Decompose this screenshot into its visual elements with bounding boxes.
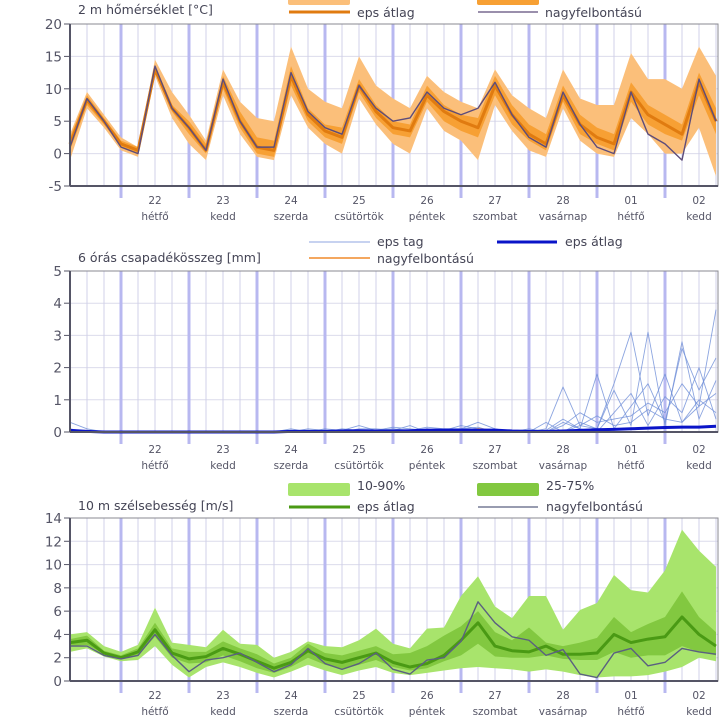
y-tick-label: 0 [53, 425, 62, 441]
y-tick-label: 20 [45, 17, 62, 33]
y-tick-label: 15 [45, 49, 62, 65]
temperature-title: 2 m hőmérséklet [°C] [78, 2, 213, 17]
band-10-90 [70, 46, 716, 177]
y-tick-label: -5 [49, 179, 62, 195]
x-day-name: péntek [409, 706, 446, 718]
y-tick-label: 2 [53, 361, 62, 377]
x-day-number: 26 [420, 690, 434, 702]
x-day-number: 25 [352, 195, 365, 207]
x-day-number: 26 [420, 444, 434, 456]
x-day-number: 27 [488, 690, 501, 702]
y-tick-label: 6 [53, 604, 62, 620]
x-day-name: szombat [473, 706, 518, 718]
x-day-number: 28 [556, 195, 569, 207]
x-day-name: hétfő [141, 706, 168, 718]
legend-det-label: nagyfelbontású [377, 251, 474, 266]
deterministic-line [70, 601, 717, 679]
x-day-number: 22 [148, 444, 161, 456]
y-tick-label: 12 [45, 534, 62, 550]
x-day-name: szombat [473, 211, 518, 223]
x-day-number: 28 [556, 444, 569, 456]
legend-band75-swatch [477, 0, 539, 5]
legend-mean-label: eps átlag [357, 5, 415, 20]
x-day-name: vasárnap [539, 460, 588, 472]
y-tick-label: 8 [53, 581, 62, 597]
y-tick-label: 1 [53, 393, 62, 409]
precipitation-title: 6 órás csapadékösszeg [mm] [78, 250, 261, 265]
x-day-number: 01 [624, 690, 637, 702]
y-tick-label: 0 [53, 674, 62, 690]
x-day-name: kedd [686, 211, 712, 223]
y-tick-label: 4 [53, 627, 62, 643]
x-day-number: 01 [624, 444, 637, 456]
y-tick-label: 4 [53, 296, 62, 312]
y-tick-label: 0 [53, 147, 62, 163]
x-day-name: kedd [686, 460, 712, 472]
legend-band90-swatch [288, 0, 350, 5]
x-day-number: 02 [692, 195, 705, 207]
x-day-number: 26 [420, 195, 434, 207]
x-day-name: kedd [686, 706, 712, 718]
x-day-number: 25 [352, 444, 365, 456]
x-day-name: hétfő [617, 211, 644, 223]
x-day-number: 01 [624, 195, 637, 207]
x-day-number: 27 [488, 444, 501, 456]
x-day-number: 02 [692, 690, 705, 702]
x-day-number: 24 [284, 690, 298, 702]
wind-title: 10 m szélsebesség [m/s] [78, 498, 233, 513]
x-day-name: szerda [274, 706, 309, 718]
x-day-name: kedd [210, 211, 236, 223]
precipitation-chart: 6 órás csapadékösszeg [mm] eps tag eps á… [53, 234, 719, 472]
x-day-name: csütörtök [334, 211, 384, 223]
legend-band75-label: 25-75% [546, 478, 594, 493]
x-day-number: 24 [284, 195, 298, 207]
y-tick-label: 2 [53, 651, 62, 667]
x-day-name: hétfő [617, 460, 644, 472]
x-day-number: 24 [284, 444, 298, 456]
x-day-name: csütörtök [334, 706, 384, 718]
x-day-number: 23 [216, 444, 229, 456]
x-day-name: szerda [274, 211, 309, 223]
legend-band75-swatch [477, 483, 539, 496]
legend-mean-label: eps átlag [357, 499, 415, 514]
y-tick-label: 3 [53, 328, 62, 344]
legend-mean-label: eps átlag [565, 234, 623, 249]
temperature-chart: 2 m hőmérséklet [°C] eps átlag nagyfelbo… [45, 0, 719, 223]
x-day-number: 28 [556, 690, 569, 702]
x-day-number: 22 [148, 690, 161, 702]
band-10-90 [70, 529, 716, 678]
x-day-name: hétfő [617, 706, 644, 718]
x-day-name: kedd [210, 460, 236, 472]
x-day-name: péntek [409, 211, 446, 223]
legend-det-label: nagyfelbontású [546, 499, 643, 514]
x-day-name: vasárnap [539, 706, 588, 718]
x-day-name: szombat [473, 460, 518, 472]
legend-det-label: nagyfelbontású [545, 5, 642, 20]
y-tick-label: 5 [53, 114, 62, 130]
x-day-name: szerda [274, 460, 309, 472]
x-day-number: 23 [216, 690, 229, 702]
legend-band90-swatch [288, 483, 350, 496]
x-day-number: 02 [692, 444, 705, 456]
x-day-number: 22 [148, 195, 161, 207]
x-day-number: 25 [352, 690, 365, 702]
legend-member-label: eps tag [377, 234, 424, 249]
x-day-number: 27 [488, 195, 501, 207]
x-day-name: péntek [409, 460, 446, 472]
y-tick-label: 10 [45, 558, 62, 574]
x-day-number: 23 [216, 195, 229, 207]
x-day-name: vasárnap [539, 211, 588, 223]
wind-chart: 10 m szélsebesség [m/s] 10-90% 25-75% ep… [45, 478, 719, 718]
x-day-name: hétfő [141, 211, 168, 223]
x-day-name: csütörtök [334, 460, 384, 472]
deterministic-line [69, 65, 717, 161]
ensemble-mean-line [69, 615, 717, 670]
y-tick-label: 5 [53, 264, 62, 280]
x-day-name: hétfő [141, 460, 168, 472]
y-tick-label: 14 [45, 511, 62, 527]
x-day-name: kedd [210, 706, 236, 718]
y-tick-label: 10 [45, 82, 62, 98]
legend-band90-label: 10-90% [357, 478, 405, 493]
